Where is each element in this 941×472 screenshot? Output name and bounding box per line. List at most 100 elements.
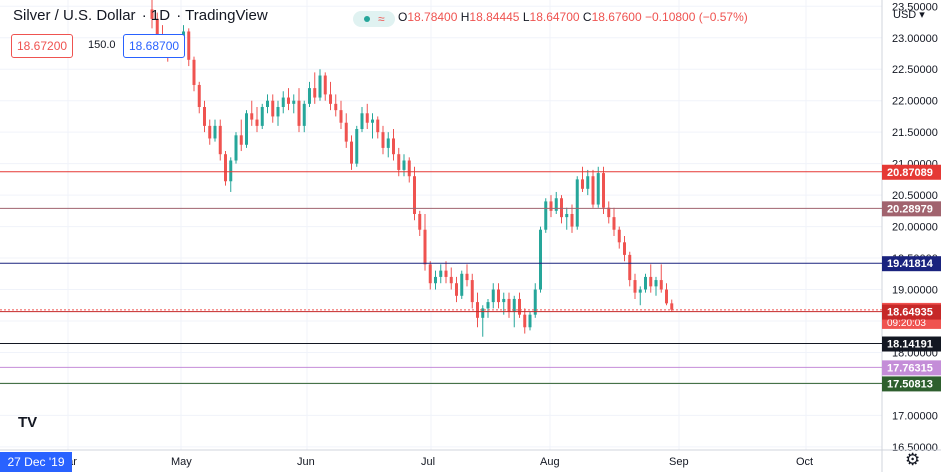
candle-body xyxy=(470,280,474,303)
interval-label[interactable]: 1D xyxy=(150,7,171,24)
sell-button[interactable]: 18.67200 xyxy=(11,34,74,58)
level-tag xyxy=(882,304,941,320)
candle-body xyxy=(670,303,674,310)
candle-body xyxy=(549,201,553,211)
level-tag xyxy=(882,376,941,392)
candle-body xyxy=(239,135,243,145)
candle-body xyxy=(381,132,385,148)
candle-body xyxy=(533,289,537,315)
candle-body xyxy=(318,75,322,98)
currency-selector[interactable]: USD ▾ xyxy=(893,9,925,21)
y-tick-label: 23.50000 xyxy=(892,1,938,13)
market-open-dot xyxy=(364,16,370,22)
candle-body xyxy=(339,110,343,123)
candle-body xyxy=(407,160,411,177)
crosshair-date-label: 27 Dec '19 xyxy=(0,452,72,472)
candle-body xyxy=(491,289,495,303)
candle-body xyxy=(371,119,374,123)
candle-body xyxy=(402,160,406,170)
candle-body xyxy=(192,59,196,85)
candle-body xyxy=(554,198,558,211)
candle-body xyxy=(266,100,269,107)
candle-body xyxy=(150,9,154,19)
level-label: 20.28979 xyxy=(887,203,933,215)
candle-body xyxy=(638,289,642,293)
candle-body xyxy=(334,103,338,111)
candle-body xyxy=(360,113,364,130)
x-tick-label: Sep xyxy=(669,456,689,468)
candle-body xyxy=(355,129,359,164)
candle-body xyxy=(344,122,348,142)
candle-body xyxy=(528,314,532,328)
candle-body xyxy=(512,298,516,312)
candle-body xyxy=(250,113,254,120)
candle-body xyxy=(376,119,380,133)
level-label: 18.64935 xyxy=(887,307,933,319)
candle-body xyxy=(617,229,621,243)
y-tick-label: 19.00000 xyxy=(892,285,938,297)
candle-body xyxy=(644,276,647,290)
candle-body xyxy=(544,201,548,230)
candle-body xyxy=(455,283,458,296)
change-value: −0.10800 (−0.57%) xyxy=(645,10,748,24)
candle-body xyxy=(413,176,416,214)
candle-body xyxy=(596,173,600,205)
candle-body xyxy=(570,213,574,227)
candle-body xyxy=(260,106,264,126)
candle-body xyxy=(418,213,422,230)
candle-body xyxy=(623,242,626,255)
y-tick-label: 20.00000 xyxy=(892,222,938,234)
candle-body xyxy=(434,276,437,284)
countdown-label: 09:20:03 xyxy=(887,318,926,329)
high-value: 18.84445 xyxy=(469,10,520,24)
candle-body xyxy=(302,103,306,126)
candle-body xyxy=(460,273,464,296)
ohlc-readout: O18.78400 H18.84445 L18.64700 C18.67600 … xyxy=(398,10,748,24)
candle-body xyxy=(481,308,485,318)
candle-body xyxy=(197,84,201,107)
level-label: 17.76315 xyxy=(887,362,933,374)
buy-button[interactable]: 18.68700 xyxy=(123,34,186,58)
candle-body xyxy=(449,276,453,284)
candle-body xyxy=(297,100,301,126)
y-tick-label: 21.50000 xyxy=(892,127,938,139)
candle-body xyxy=(502,298,506,303)
candle-body xyxy=(497,289,500,303)
y-tick-label: 22.50000 xyxy=(892,64,938,76)
level-label: 19.41814 xyxy=(887,258,934,270)
candle-body xyxy=(308,88,311,104)
gear-icon[interactable]: ⚙ xyxy=(905,450,921,469)
candle-body xyxy=(281,97,285,107)
candle-body xyxy=(439,270,443,277)
candle-body xyxy=(287,97,290,104)
candle-body xyxy=(581,179,584,189)
candle-body xyxy=(203,106,206,126)
candle-body xyxy=(507,298,511,312)
level-label: 18.14191 xyxy=(887,339,933,351)
symbol-title[interactable]: Silver / U.S. Dollar · 1D · TradingView xyxy=(13,7,268,24)
y-tick-label: 17.00000 xyxy=(892,410,938,422)
level-label: 20.87089 xyxy=(887,167,933,179)
wave-icon: ≈ xyxy=(378,12,385,26)
candle-body xyxy=(602,173,605,208)
candle-body xyxy=(313,88,317,98)
candle-body xyxy=(428,264,432,284)
candle-body xyxy=(392,138,395,155)
candle-body xyxy=(659,280,663,290)
candle-body xyxy=(271,100,275,117)
x-tick-label: Aug xyxy=(540,456,560,468)
close-value: 18.67600 xyxy=(591,10,642,24)
candle-body xyxy=(649,276,653,287)
candle-body xyxy=(654,280,658,287)
candle-body xyxy=(607,207,611,218)
candle-body xyxy=(187,31,191,60)
candle-body xyxy=(565,213,569,218)
candle-body xyxy=(575,179,579,227)
candle-body xyxy=(539,229,542,290)
market-status-badge[interactable]: ≈ xyxy=(353,11,395,27)
tradingview-logo[interactable]: TV xyxy=(18,414,38,431)
candle-body xyxy=(234,135,238,161)
candle-body xyxy=(523,314,527,328)
candle-body xyxy=(155,18,159,35)
